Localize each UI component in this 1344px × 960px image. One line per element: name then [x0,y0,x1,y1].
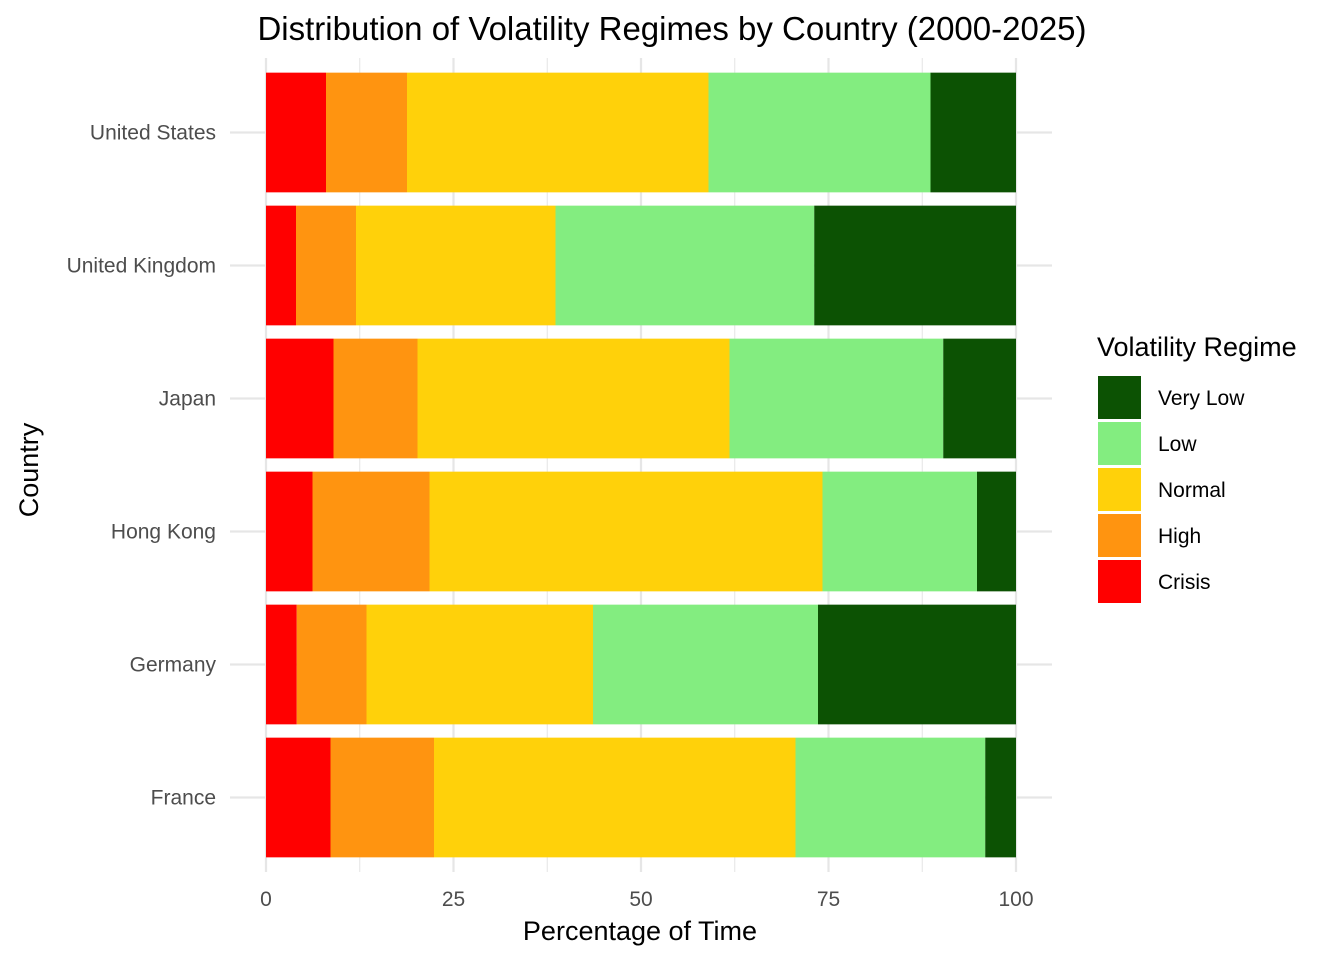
bar-segment-crisis [266,205,296,326]
bar-segment-crisis [266,72,326,193]
bar-segment-high [333,338,418,459]
chart-title: Distribution of Volatility Regimes by Co… [257,10,1086,47]
legend: Volatility Regime Very Low Low Normal High C… [1097,332,1297,603]
bar-segment-very-low [977,471,1016,592]
legend-label: Crisis [1158,571,1211,594]
y-tick-label: Japan [159,388,216,411]
legend-label: High [1158,525,1201,548]
bar-segment-high [330,737,434,858]
bar-segment-very-low [814,205,1016,326]
x-tick-label: 100 [998,888,1033,911]
bar-segment-low [708,72,931,193]
bar-segment-very-low [943,338,1016,459]
legend-swatch-very-low [1098,376,1141,419]
y-axis-title: Country [14,422,44,517]
bar-segment-normal [366,604,593,725]
bar-segment-normal [417,338,730,459]
y-tick-label: United Kingdom [67,255,216,278]
bar-segment-high [296,205,356,326]
bar-segment-very-low [818,604,1016,725]
legend-swatch-high [1098,514,1141,557]
bar-segment-normal [407,72,709,193]
legend-title: Volatility Regime [1097,332,1297,362]
bar-segment-normal [356,205,556,326]
legend-label: Low [1158,433,1197,456]
bar-segment-very-low [930,72,1016,193]
bar-segment-normal [429,471,823,592]
bar-segment-low [593,604,818,725]
y-tick-label: Hong Kong [111,521,216,544]
legend-swatch-crisis [1098,560,1141,603]
legend-swatch-low [1098,422,1141,465]
bar-segment-high [312,471,430,592]
bars [266,72,1016,858]
bar-segment-low [822,471,977,592]
bar-segment-crisis [266,737,331,858]
x-tick-label: 50 [629,888,652,911]
x-tick-label: 25 [442,888,465,911]
bar-segment-low [555,205,815,326]
bar-segment-high [326,72,407,193]
bar-segment-high [296,604,367,725]
bar-segment-normal [434,737,796,858]
legend-label: Normal [1158,479,1226,502]
legend-label: Very Low [1158,387,1245,410]
bar-segment-low [729,338,944,459]
x-axis-title: Percentage of Time [523,916,757,946]
legend-swatch-normal [1098,468,1141,511]
x-tick-label: 75 [817,888,840,911]
bar-segment-crisis [266,604,297,725]
bar-segment-low [795,737,986,858]
axes: 0 25 50 75 100 United States United Kingdom Jap… [67,122,1034,912]
x-tick-label: 0 [260,888,272,911]
bar-segment-crisis [266,338,334,459]
y-tick-label: Germany [130,654,217,677]
bar-segment-crisis [266,471,313,592]
y-tick-label: United States [90,122,216,145]
y-tick-label: France [151,787,216,810]
bar-segment-very-low [985,737,1016,858]
